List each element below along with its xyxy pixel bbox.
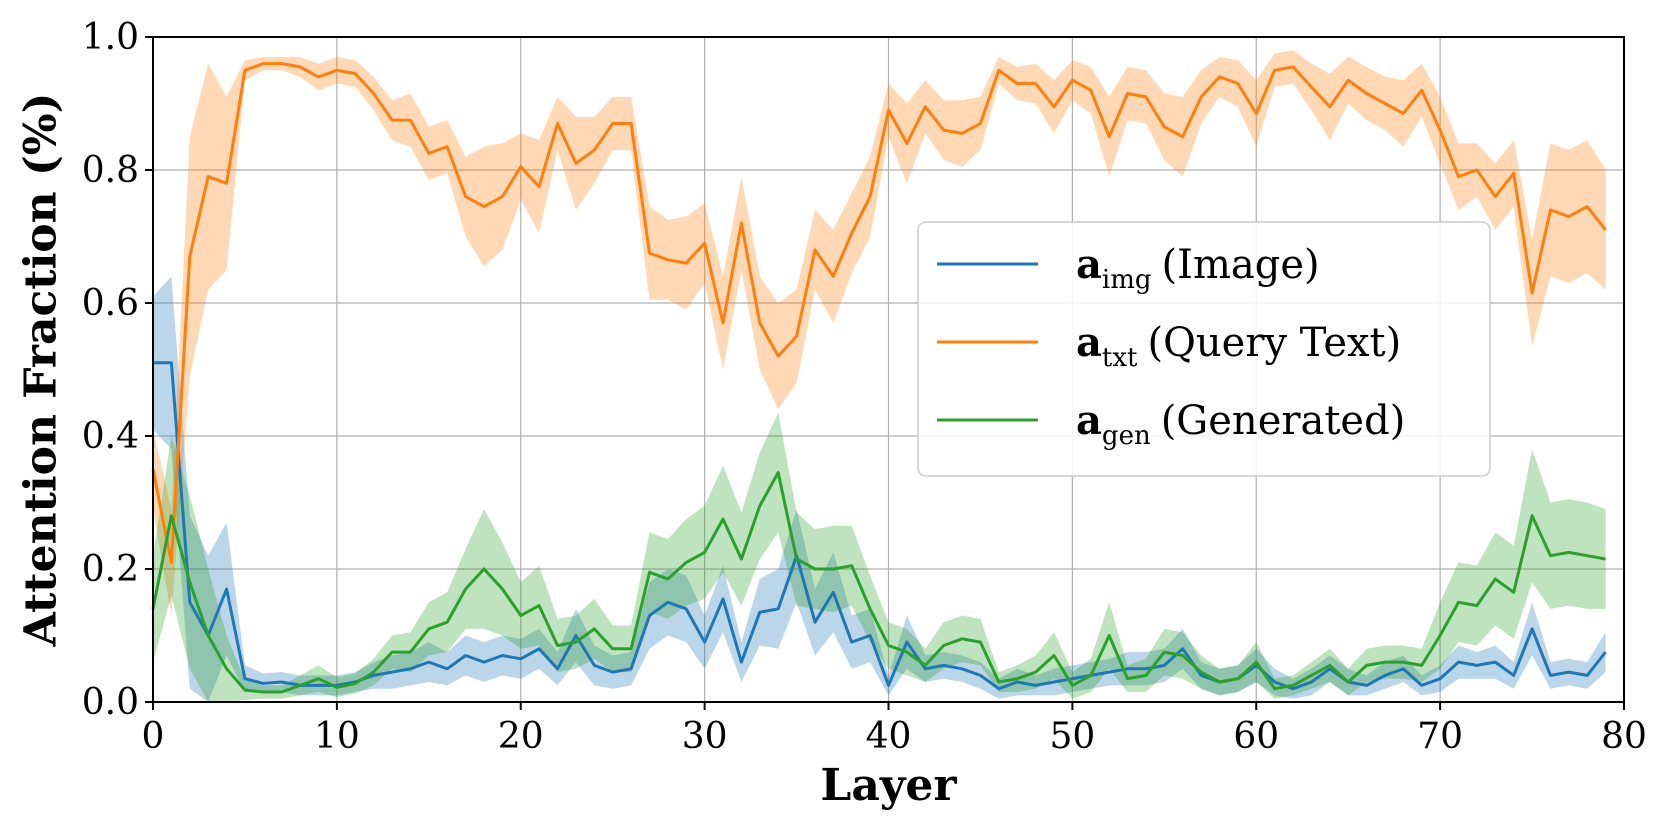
x-tick-label: 10	[314, 716, 360, 757]
legend-symbol: a	[1076, 241, 1102, 288]
legend-symbol: a	[1076, 397, 1102, 444]
legend-label-txt: atxt (Query Text)	[1076, 319, 1401, 373]
x-tick-label: 40	[866, 716, 912, 757]
x-tick-label: 70	[1417, 716, 1463, 757]
legend-subscript: gen	[1102, 421, 1151, 451]
legend-label-gen: agen (Generated)	[1076, 397, 1405, 451]
legend-description: (Generated)	[1161, 398, 1406, 444]
legend-subscript: img	[1102, 265, 1152, 295]
band-gen	[153, 412, 1606, 702]
y-tick-label: 0.6	[82, 283, 139, 324]
legend-symbol: a	[1076, 319, 1102, 366]
x-tick-label: 80	[1601, 716, 1647, 757]
y-axis-title: Attention Fraction (%)	[16, 93, 67, 648]
legend: aimg (Image)atxt (Query Text)agen (Generate…	[917, 221, 1491, 477]
legend-label-img: aimg (Image)	[1076, 241, 1320, 295]
line-gen	[151, 471, 1606, 694]
y-tick-label: 1.0	[82, 17, 139, 58]
x-tick-label: 60	[1233, 716, 1279, 757]
legend-subscript: txt	[1102, 343, 1138, 373]
y-tick-label: 0.0	[82, 682, 139, 723]
x-axis-title: Layer	[820, 760, 957, 811]
x-tick-label: 20	[498, 716, 544, 757]
series-lines	[151, 62, 1607, 694]
band-txt	[153, 50, 1606, 616]
line-img	[153, 361, 1607, 691]
legend-description: (Query Text)	[1147, 320, 1401, 366]
band-img	[153, 276, 1606, 702]
confidence-bands	[153, 50, 1606, 702]
x-tick-label: 50	[1049, 716, 1095, 757]
legend-box	[917, 221, 1491, 477]
line-txt	[151, 62, 1607, 564]
legend-description: (Image)	[1162, 242, 1320, 288]
y-tick-label: 0.4	[82, 416, 139, 457]
axis-ticks: 0 10 20 30 40 50 60 70 80 0.0 0.2 0.4 0.6 0.8 1.0	[82, 17, 1647, 757]
y-tick-label: 0.8	[82, 150, 139, 191]
x-tick-label: 0	[142, 716, 165, 757]
x-tick-label: 30	[682, 716, 728, 757]
y-tick-label: 0.2	[82, 549, 139, 590]
